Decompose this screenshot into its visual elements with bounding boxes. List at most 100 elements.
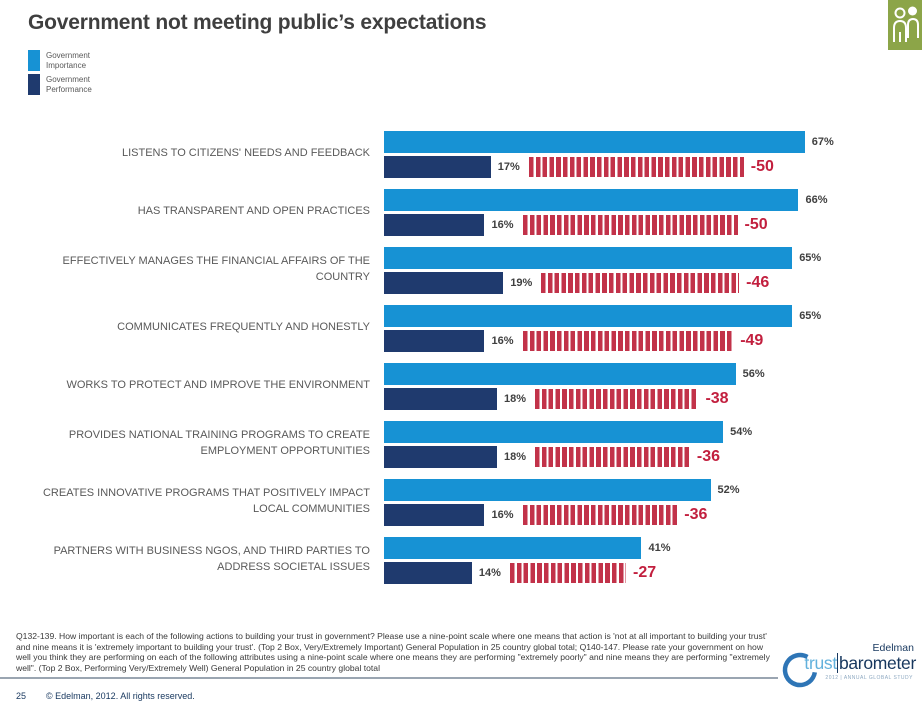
importance-bar-line: 65% bbox=[384, 304, 922, 327]
chart-row: WORKS TO PROTECT AND IMPROVE THE ENVIRON… bbox=[10, 361, 922, 411]
performance-value: 16% bbox=[491, 334, 514, 347]
performance-bar bbox=[384, 271, 504, 294]
performance-bar-line: 18% -38 bbox=[384, 387, 922, 410]
importance-bar-line: 65% bbox=[384, 246, 922, 269]
gap-bar bbox=[522, 330, 734, 351]
performance-value: 16% bbox=[491, 508, 514, 521]
gap-bar bbox=[522, 214, 738, 235]
gap-bar bbox=[541, 272, 740, 293]
legend-label: Government Performance bbox=[46, 74, 92, 96]
performance-value: 19% bbox=[510, 276, 533, 289]
logo-name: trust barometer bbox=[778, 653, 918, 673]
performance-bar bbox=[384, 561, 472, 584]
logo-barometer: barometer bbox=[836, 653, 916, 673]
gap-value: -36 bbox=[696, 447, 720, 465]
performance-bar bbox=[384, 503, 485, 526]
performance-bar bbox=[384, 329, 485, 352]
bar-chart: LISTENS TO CITIZENS' NEEDS AND FEEDBACK 6… bbox=[10, 129, 922, 593]
row-bars: 67% 17% -50 bbox=[384, 130, 922, 178]
legend-swatch bbox=[28, 73, 40, 95]
legend-label-line: Performance bbox=[46, 85, 92, 95]
importance-value: 56% bbox=[742, 367, 765, 380]
row-bars: 41% 14% -27 bbox=[384, 536, 922, 584]
gap-bar bbox=[522, 504, 678, 525]
page-title: Government not meeting public’s expectat… bbox=[28, 11, 487, 34]
category-label: WORKS TO PROTECT AND IMPROVE THE ENVIRON… bbox=[66, 379, 370, 392]
chart-row: PROVIDES NATIONAL TRAINING PROGRAMS TO C… bbox=[10, 419, 922, 469]
category-label: EFFECTIVELY MANAGES THE FINANCIAL AFFAIR… bbox=[62, 255, 370, 283]
category-label: CREATES INNOVATIVE PROGRAMS THAT POSITIV… bbox=[42, 487, 370, 515]
importance-bar-line: 67% bbox=[384, 130, 922, 153]
performance-value: 18% bbox=[504, 450, 527, 463]
importance-bar bbox=[384, 246, 793, 269]
legend-label-line: Government bbox=[46, 51, 91, 60]
performance-bar bbox=[384, 387, 498, 410]
chart-row: COMMUNICATES FREQUENTLY AND HONESTLY 65% 1… bbox=[10, 303, 922, 353]
row-bars: 65% 16% -49 bbox=[384, 304, 922, 352]
row-bars: 54% 18% -36 bbox=[384, 420, 922, 468]
performance-value: 17% bbox=[497, 160, 520, 173]
footer: 25 © Edelman, 2012. All rights reserved. bbox=[16, 691, 195, 701]
performance-bar-line: 16% -36 bbox=[384, 503, 922, 526]
gap-value: -27 bbox=[633, 563, 657, 581]
chart-legend: Government Importance Government Performanc… bbox=[28, 50, 92, 98]
gap-bar bbox=[535, 388, 699, 409]
importance-value: 65% bbox=[799, 309, 822, 322]
legend-label-line: Importance bbox=[46, 61, 87, 71]
gap-value: -50 bbox=[744, 215, 768, 233]
performance-bar bbox=[384, 445, 498, 468]
gap-value: -49 bbox=[740, 331, 764, 349]
chart-row: CREATES INNOVATIVE PROGRAMS THAT POSITIV… bbox=[10, 477, 922, 527]
gap-value: -38 bbox=[705, 389, 729, 407]
performance-value: 18% bbox=[504, 392, 527, 405]
importance-bar bbox=[384, 130, 805, 153]
importance-bar bbox=[384, 362, 736, 385]
page-number: 25 bbox=[16, 691, 27, 701]
footnote: Q132-139. How important is each of the f… bbox=[16, 631, 770, 673]
performance-value: 16% bbox=[491, 218, 514, 231]
legend-label: Government Importance bbox=[46, 50, 90, 72]
category-label: COMMUNICATES FREQUENTLY AND HONESTLY bbox=[117, 321, 370, 334]
category-label: HAS TRANSPARENT AND OPEN PRACTICES bbox=[137, 205, 370, 218]
importance-bar bbox=[384, 304, 793, 327]
importance-bar-line: 54% bbox=[384, 420, 922, 443]
logo-trust: trust bbox=[804, 653, 837, 673]
legend-label-line: Government bbox=[46, 74, 91, 84]
row-bars: 66% 16% -50 bbox=[384, 188, 922, 236]
importance-bar bbox=[384, 188, 799, 211]
chart-row: PARTNERS WITH BUSINESS NGOS, AND THIRD P… bbox=[10, 535, 922, 585]
importance-value: 41% bbox=[648, 541, 671, 554]
importance-value: 66% bbox=[805, 193, 828, 206]
performance-bar-line: 16% -49 bbox=[384, 329, 922, 352]
chart-row: LISTENS TO CITIZENS' NEEDS AND FEEDBACK 6… bbox=[10, 129, 922, 179]
copyright: © Edelman, 2012. All rights reserved. bbox=[46, 691, 195, 701]
category-label: PROVIDES NATIONAL TRAINING PROGRAMS TO C… bbox=[68, 429, 370, 457]
footer-divider bbox=[0, 677, 790, 679]
performance-bar-line: 16% -50 bbox=[384, 213, 922, 236]
gap-value: -46 bbox=[746, 273, 770, 291]
importance-value: 52% bbox=[717, 483, 740, 496]
gap-bar bbox=[528, 156, 744, 177]
importance-bar-line: 56% bbox=[384, 362, 922, 385]
row-bars: 56% 18% -38 bbox=[384, 362, 922, 410]
logo-tagline: 2012 | ANNUAL GLOBAL STUDY bbox=[825, 674, 913, 681]
importance-value: 54% bbox=[730, 425, 753, 438]
importance-bar bbox=[384, 478, 711, 501]
trustbarometer-logo: Edelman trust barometer 2012 | ANNUAL GLO… bbox=[778, 638, 918, 706]
importance-bar-line: 52% bbox=[384, 478, 922, 501]
importance-bar bbox=[384, 420, 724, 443]
legend-item: Government Performance bbox=[28, 73, 92, 96]
legend-swatch bbox=[28, 50, 40, 71]
logo-brand: Edelman bbox=[872, 642, 914, 654]
people-icon bbox=[888, 0, 922, 50]
logo-arc-icon bbox=[782, 652, 818, 688]
gap-bar bbox=[509, 562, 627, 583]
chart-row: HAS TRANSPARENT AND OPEN PRACTICES 66% 16%… bbox=[10, 187, 922, 237]
category-label: PARTNERS WITH BUSINESS NGOS, AND THIRD P… bbox=[53, 545, 370, 573]
legend-item: Government Importance bbox=[28, 50, 92, 72]
importance-bar-line: 66% bbox=[384, 188, 922, 211]
importance-bar-line: 41% bbox=[384, 536, 922, 559]
performance-bar-line: 18% -36 bbox=[384, 445, 922, 468]
gap-value: -36 bbox=[684, 505, 708, 523]
